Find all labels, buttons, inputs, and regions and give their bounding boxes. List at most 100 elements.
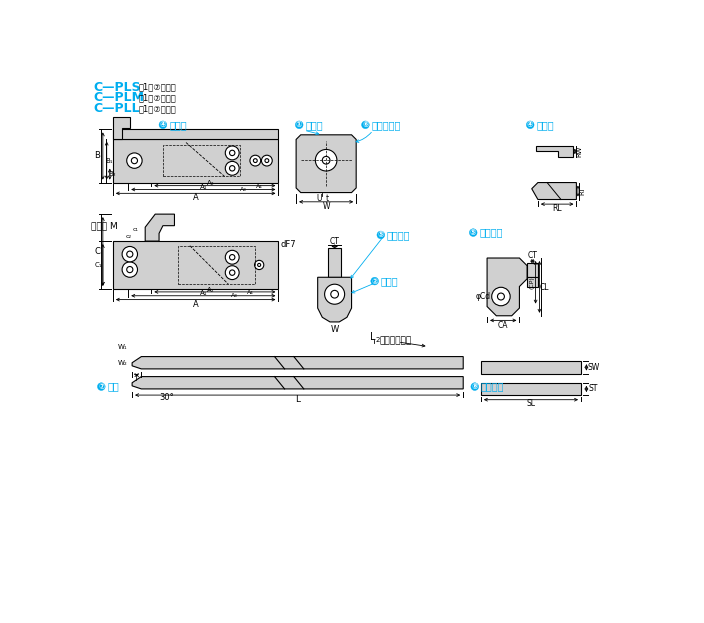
Text: ⑤: ⑤ xyxy=(470,228,477,237)
Text: C—PLS: C—PLS xyxy=(94,80,142,93)
Text: ⑥: ⑥ xyxy=(362,120,369,130)
Circle shape xyxy=(371,277,379,285)
Text: T: T xyxy=(134,374,139,383)
Text: CL: CL xyxy=(540,283,550,292)
Bar xyxy=(178,245,256,284)
Circle shape xyxy=(122,262,137,277)
Circle shape xyxy=(498,293,504,300)
Bar xyxy=(481,383,581,395)
Circle shape xyxy=(331,290,339,298)
Text: W₂: W₂ xyxy=(118,359,127,366)
Circle shape xyxy=(225,146,239,160)
Text: A₂: A₂ xyxy=(207,287,215,293)
Bar xyxy=(113,139,278,183)
Circle shape xyxy=(261,155,272,166)
Text: A₄: A₄ xyxy=(246,290,253,295)
Circle shape xyxy=(122,247,137,262)
Circle shape xyxy=(527,121,534,129)
Circle shape xyxy=(470,229,477,237)
Text: ④: ④ xyxy=(160,120,166,130)
Circle shape xyxy=(225,250,239,264)
Circle shape xyxy=(471,383,479,391)
Circle shape xyxy=(97,383,105,391)
Polygon shape xyxy=(113,117,130,139)
Text: RW: RW xyxy=(577,146,582,158)
Text: c₂: c₂ xyxy=(125,234,131,239)
Text: （1～⑦组件）: （1～⑦组件） xyxy=(138,83,176,92)
Bar xyxy=(527,264,538,277)
Text: C—PLM: C—PLM xyxy=(94,92,144,105)
Text: （1～⑦组件）: （1～⑦组件） xyxy=(138,93,176,102)
Polygon shape xyxy=(318,277,351,322)
Circle shape xyxy=(132,158,137,164)
Text: c₁: c₁ xyxy=(133,227,139,232)
Text: C₁: C₁ xyxy=(94,262,102,268)
Text: ②: ② xyxy=(372,277,378,285)
Text: W: W xyxy=(322,202,330,211)
Text: C: C xyxy=(94,247,101,256)
Circle shape xyxy=(258,264,260,267)
Text: CA: CA xyxy=(498,320,508,330)
Text: 锁紧块: 锁紧块 xyxy=(169,120,187,130)
Text: ST: ST xyxy=(589,384,598,393)
Polygon shape xyxy=(296,135,356,193)
Text: W₁: W₁ xyxy=(118,345,127,350)
Circle shape xyxy=(315,150,337,171)
Text: A: A xyxy=(193,194,199,202)
Text: A₃: A₃ xyxy=(231,293,238,298)
Circle shape xyxy=(159,121,167,129)
Text: 肆栓孔 M: 肆栓孔 M xyxy=(92,221,118,230)
Text: U: U xyxy=(317,194,322,203)
Circle shape xyxy=(325,284,345,304)
Text: 凸轮锁块: 凸轮锁块 xyxy=(479,227,503,237)
Polygon shape xyxy=(487,258,527,316)
Text: A₂: A₂ xyxy=(207,180,215,186)
Text: 锁紧座底板: 锁紧座底板 xyxy=(372,120,401,130)
Text: SL: SL xyxy=(527,399,536,408)
Bar xyxy=(113,241,278,289)
Circle shape xyxy=(225,161,239,175)
Text: A₁: A₁ xyxy=(200,290,207,297)
Circle shape xyxy=(253,159,257,163)
Text: 凸轮锁块: 凸轮锁块 xyxy=(387,230,410,240)
Text: SW: SW xyxy=(587,363,600,372)
Text: ④: ④ xyxy=(527,120,534,130)
Text: ⑧: ⑧ xyxy=(472,382,478,391)
Circle shape xyxy=(322,156,330,164)
Text: ⑦: ⑦ xyxy=(98,382,105,391)
Text: A₄: A₄ xyxy=(256,184,263,189)
Polygon shape xyxy=(532,183,577,199)
Text: (CP): (CP) xyxy=(529,276,534,289)
Text: C—PLL: C—PLL xyxy=(94,102,140,115)
Text: B₂: B₂ xyxy=(108,171,116,177)
Text: 插销娪块: 插销娪块 xyxy=(481,382,505,392)
Text: ⑤: ⑤ xyxy=(377,231,384,239)
Polygon shape xyxy=(145,214,175,241)
Circle shape xyxy=(491,287,510,306)
Circle shape xyxy=(230,270,235,275)
Bar xyxy=(163,145,240,176)
Text: A₁: A₁ xyxy=(200,184,207,190)
Text: B: B xyxy=(94,151,101,161)
Text: A: A xyxy=(193,300,199,309)
Bar xyxy=(481,361,581,374)
Text: L: L xyxy=(370,332,375,342)
Bar xyxy=(113,130,278,139)
Text: 2: 2 xyxy=(375,338,380,343)
Polygon shape xyxy=(536,146,573,157)
Bar xyxy=(329,248,341,277)
Circle shape xyxy=(230,166,235,171)
Text: CT: CT xyxy=(527,251,537,260)
Circle shape xyxy=(296,121,303,129)
Text: φCd: φCd xyxy=(476,292,491,301)
Text: L: L xyxy=(295,395,300,404)
Circle shape xyxy=(255,260,264,270)
Text: CT: CT xyxy=(329,237,339,246)
Text: t: t xyxy=(325,194,329,203)
Text: W: W xyxy=(330,325,339,334)
Circle shape xyxy=(127,267,133,273)
Text: 30°: 30° xyxy=(159,393,174,402)
Bar xyxy=(527,277,538,287)
Circle shape xyxy=(265,159,269,163)
Text: 凸轮座: 凸轮座 xyxy=(381,276,398,286)
